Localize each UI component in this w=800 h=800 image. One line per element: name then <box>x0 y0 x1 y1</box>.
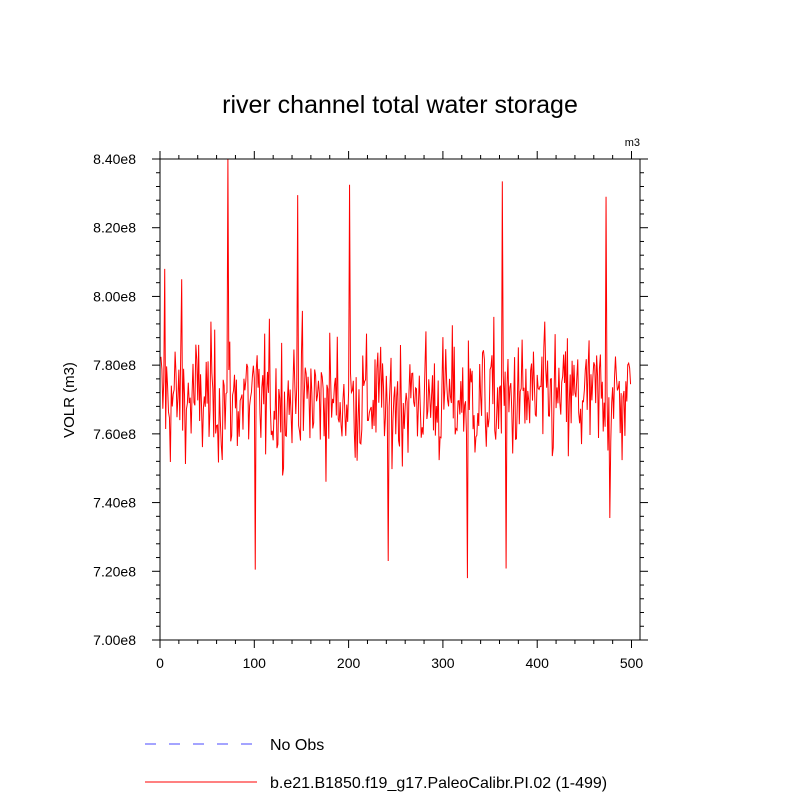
ticks-layer: 0 100 200 300 400 500 7.00e8 7.20e8 7.40e8 7.60e8… <box>93 151 648 671</box>
x-tick-label: 0 <box>156 655 164 671</box>
x-tick-label: 400 <box>526 655 550 671</box>
y-tick-label: 7.60e8 <box>93 426 136 442</box>
y-tick-label: 7.00e8 <box>93 632 136 648</box>
y-tick-label: 8.00e8 <box>93 288 136 304</box>
y-tick-label: 8.20e8 <box>93 220 136 236</box>
plot-frame <box>159 158 641 641</box>
y-axis-label: VOLR (m3) <box>61 362 78 438</box>
y-tick-label: 7.40e8 <box>93 495 136 511</box>
x-tick-label: 300 <box>431 655 455 671</box>
y-tick-label: 8.40e8 <box>93 151 136 167</box>
legend: No Obs b.e21.B1850.f19_g17.PaleoCalibr.P… <box>145 737 607 792</box>
y-tick-label: 7.80e8 <box>93 357 136 373</box>
x-tick-label: 200 <box>337 655 361 671</box>
series-layer <box>160 159 632 579</box>
units-label: m3 <box>625 137 640 149</box>
y-tick-label: 7.20e8 <box>93 563 136 579</box>
chart-title: river channel total water storage <box>222 91 578 119</box>
legend-label-model-run: b.e21.B1850.f19_g17.PaleoCalibr.PI.02 (1… <box>270 775 607 792</box>
series-line-model-run <box>160 159 632 579</box>
legend-label-no-obs: No Obs <box>270 737 324 754</box>
x-tick-label: 500 <box>620 655 644 671</box>
x-tick-label: 100 <box>243 655 267 671</box>
